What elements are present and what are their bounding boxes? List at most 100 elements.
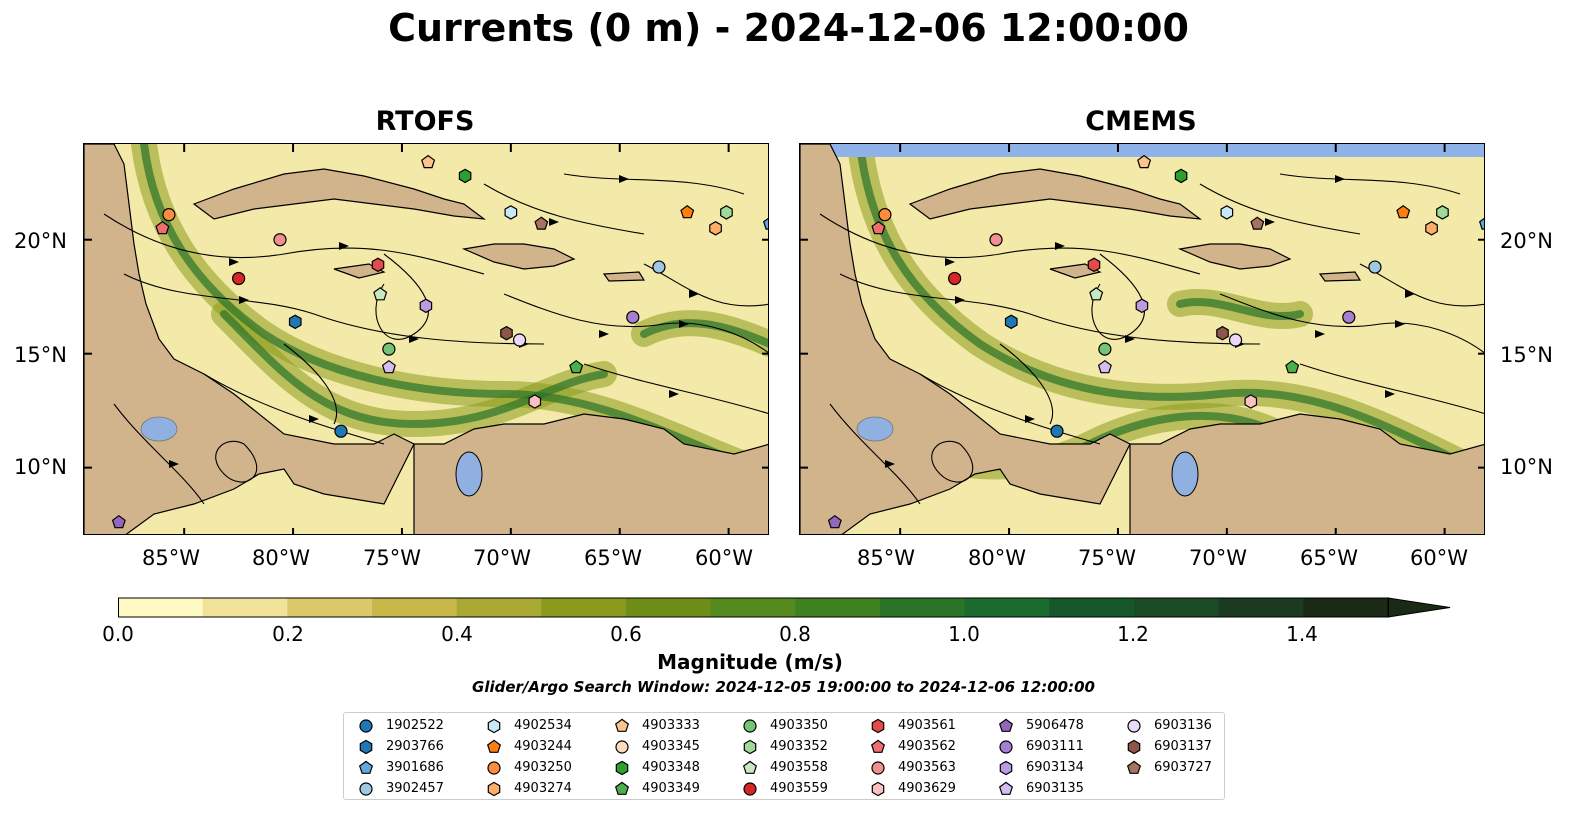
float-marker-4903349 (569, 359, 584, 374)
colorbar-segment (202, 598, 288, 617)
colorbar (118, 597, 1451, 618)
streamline (1219, 293, 1484, 354)
colorbar-segment (118, 598, 204, 617)
float-marker-4903558 (373, 287, 388, 301)
float-marker-3902457 (652, 260, 666, 274)
legend-marker-icon (359, 719, 373, 733)
float-marker-4903274 (709, 221, 722, 236)
legend-marker-icon (871, 761, 885, 775)
legend-entry: 4903558 (742, 758, 866, 778)
legend-entry: 4903559 (742, 779, 866, 799)
land-polygon (192, 168, 487, 220)
cmems-map-svg (800, 144, 1484, 534)
legend-marker-icon (359, 739, 373, 755)
legend-entry: 5906478 (998, 716, 1122, 736)
streamline (113, 403, 205, 505)
legend-marker-icon (486, 739, 502, 753)
stream-arrow (309, 415, 319, 423)
legend-label: 1902522 (386, 718, 444, 733)
float-marker-4903559 (948, 271, 962, 286)
stream-arrow (1055, 242, 1065, 250)
land-polygon (1177, 243, 1292, 270)
legend-label: 4903561 (898, 718, 956, 733)
lat-label-10-left: 10°N (14, 455, 67, 479)
stream-arrow (1315, 330, 1325, 338)
legend-label: 4903250 (514, 760, 572, 775)
float-marker-4903561 (1087, 257, 1101, 273)
float-marker-3901686 (762, 217, 768, 230)
float-marker-6903135 (1097, 359, 1112, 374)
legend-marker-icon (743, 782, 757, 796)
colorbar-segment (541, 598, 627, 617)
stream-arrow (1265, 218, 1275, 226)
float-marker-4903244 (1396, 205, 1411, 219)
streamline (123, 273, 545, 345)
float-marker-6903727 (1250, 216, 1265, 230)
stream-arrow (619, 175, 629, 183)
float-marker-5906478 (111, 514, 126, 529)
legend-marker-icon (743, 739, 757, 755)
float-marker-4903563 (273, 233, 287, 247)
lake-maracaibo (455, 451, 483, 497)
stream-arrow (1335, 175, 1345, 183)
lon-label-75-left: 75°W (363, 546, 421, 570)
legend-marker-icon (871, 781, 885, 797)
current-core (220, 310, 608, 429)
legend-entry: 4903349 (614, 779, 738, 799)
float-marker-6903137 (1216, 325, 1229, 341)
streamline (483, 183, 645, 235)
legend-label: 6903727 (1154, 760, 1212, 775)
stream-arrow (669, 390, 679, 398)
lon-label-85-right: 85°W (857, 546, 915, 570)
land-polygon (1318, 271, 1362, 282)
lon-label-65-left: 65°W (584, 546, 642, 570)
lat-label-10-right: 10°N (1500, 455, 1553, 479)
float-marker-4902534 (504, 205, 518, 220)
legend-entry: 6903727 (1126, 758, 1250, 778)
streamline (1299, 363, 1484, 414)
lon-label-80-left: 80°W (252, 546, 310, 570)
cbar-tick-5: 1.0 (948, 622, 980, 646)
legend-entry: 3901686 (358, 758, 482, 778)
legend-label: 6903136 (1154, 718, 1212, 733)
float-marker-4903350 (382, 342, 396, 356)
legend-label: 4903274 (514, 781, 572, 796)
float-marker-6903136 (1228, 333, 1243, 347)
current-core (856, 144, 1484, 478)
lon-label-75-right: 75°W (1078, 546, 1136, 570)
legend-label: 3901686 (386, 760, 444, 775)
legend-entry: 3902457 (358, 779, 482, 799)
streamline (103, 213, 485, 275)
legend-marker-icon (359, 782, 373, 796)
colorbar-segment (1218, 598, 1304, 617)
legend-entry: 4903250 (486, 758, 610, 778)
panel-title-rtofs: RTOFS (375, 106, 475, 137)
legend-label: 3902457 (386, 781, 444, 796)
float-marker-4903558 (1089, 287, 1104, 301)
float-marker-4903333 (1137, 154, 1152, 169)
cbar-tick-4: 0.8 (779, 622, 811, 646)
streamline (919, 373, 1101, 445)
map-panel-rtofs[interactable] (83, 143, 769, 535)
legend-marker-icon (999, 740, 1013, 754)
legend-entry: 4903562 (870, 737, 994, 757)
float-marker-6903134 (419, 298, 433, 314)
legend-marker-icon (998, 718, 1014, 732)
float-marker-4903562 (155, 220, 170, 235)
lon-label-85-left: 85°W (142, 546, 200, 570)
legend-marker-icon (743, 719, 757, 733)
legend-entry: 4903352 (742, 737, 866, 757)
lon-label-70-right: 70°W (1189, 546, 1247, 570)
float-marker-6903727 (534, 216, 549, 230)
float-marker-4903333 (421, 154, 436, 169)
map-panel-cmems[interactable] (799, 143, 1485, 535)
float-marker-1902522 (334, 424, 348, 438)
legend-entry: 4903333 (614, 716, 738, 736)
streamline (1279, 173, 1461, 195)
figure-title: Currents (0 m) - 2024-12-06 12:00:00 (388, 6, 1189, 50)
stream-arrow (1025, 415, 1035, 423)
legend-label: 4903352 (770, 739, 828, 754)
float-marker-4903348 (458, 168, 472, 184)
legend-label: 4903333 (642, 718, 700, 733)
legend-marker-icon (487, 761, 501, 775)
